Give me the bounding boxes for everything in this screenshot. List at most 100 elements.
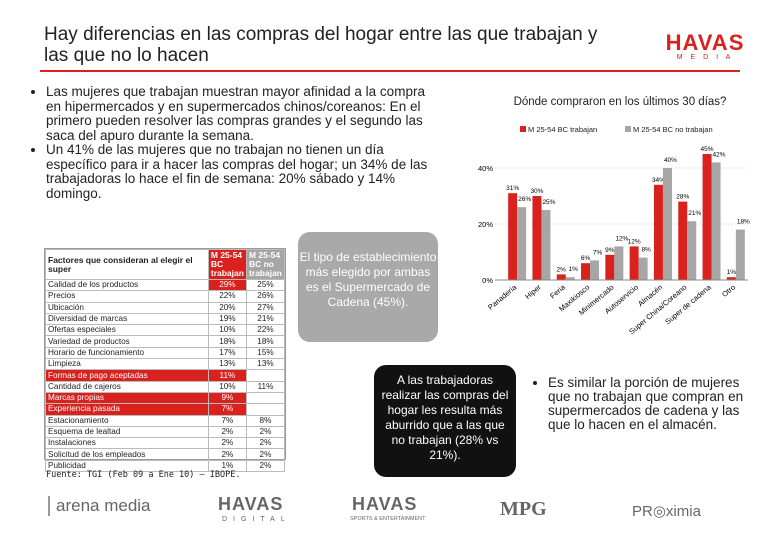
table-cell: 2% — [245, 459, 286, 473]
value-label: 18% — [737, 219, 750, 226]
value-label: 8% — [641, 247, 651, 254]
table-cell: 7% — [207, 403, 247, 416]
bar — [687, 221, 697, 280]
callout: A las trabajadoras realizar las compras … — [374, 365, 516, 477]
table-cell: Precios — [45, 290, 209, 303]
table-cell: 18% — [207, 335, 247, 348]
bar — [541, 210, 551, 280]
header-cell: M 25-54 BC no trabajan — [245, 249, 286, 280]
table-cell: 25% — [245, 278, 286, 292]
bar — [532, 196, 542, 280]
footer-logo: DIGITAL — [222, 516, 291, 523]
value-label: 42% — [713, 151, 726, 158]
value-label: 7% — [593, 249, 603, 256]
table-row: Cantidad de cajeros 10% 11% — [45, 380, 286, 393]
table-cell: 8% — [245, 369, 286, 382]
table-cell: 11% — [207, 369, 247, 382]
footer-logo: arena media — [48, 496, 151, 516]
header-cell: Factores que consideran al elegir el sup… — [45, 249, 209, 280]
table-cell: 27% — [245, 301, 286, 314]
table-cell: Esquema de lealtad — [45, 425, 209, 439]
bar — [517, 207, 527, 280]
bar — [565, 277, 575, 280]
x-tick-label: Feria — [548, 282, 568, 300]
bullet: Las mujeres que trabajan muestran mayor … — [46, 84, 428, 143]
factors-table: Factores que consideran al elegir el sup… — [44, 248, 286, 473]
table-cell: 15% — [245, 346, 286, 360]
table-cell: 2% — [245, 425, 286, 439]
table-cell: 10% — [207, 380, 247, 393]
table-cell: Ubicación — [45, 301, 209, 314]
table: Factores que consideran al elegir el sup… — [45, 249, 286, 473]
bar — [638, 257, 648, 280]
bar — [735, 229, 745, 280]
y-tick-label: 0% — [482, 276, 493, 285]
bar — [678, 201, 688, 280]
value-label: 2% — [557, 266, 567, 273]
table-cell: 9% — [207, 391, 247, 405]
callout: El tipo de establecimiento más elegido p… — [298, 232, 438, 342]
chart-title: Dónde compraron en los últimos 30 días? — [514, 96, 727, 108]
footer-logo: MPG — [500, 498, 547, 520]
bar — [629, 246, 639, 280]
source: Fuente: TGI (Feb 09 a Ene 10) – IBOPE. — [46, 470, 241, 480]
table-cell: 19% — [207, 312, 247, 326]
value-label: 40% — [664, 157, 677, 164]
legend-swatch — [625, 126, 631, 132]
value-label: 21% — [688, 210, 701, 217]
bar — [581, 263, 591, 280]
table-cell: 2% — [207, 448, 247, 461]
value-label: 26% — [518, 196, 531, 203]
table-cell: Formas de pago aceptadas — [45, 369, 209, 382]
footer-logo: SPORTS & ENTERTAINMENT — [350, 516, 426, 522]
slide-title: Hay diferencias en las compras del hogar… — [44, 24, 598, 66]
table-cell: 22% — [207, 290, 247, 303]
table-row: Formas de pago aceptadas 11% 8% — [45, 369, 286, 382]
footer-logo: PR◎ximia — [632, 503, 701, 520]
table-cell: 2% — [245, 448, 286, 461]
bar — [726, 277, 736, 280]
legend-label: M 25-54 BC no trabajan — [633, 125, 713, 134]
value-label: 1% — [569, 266, 579, 273]
table-cell: 5% — [245, 403, 286, 416]
value-label: 28% — [676, 194, 689, 201]
table-row: Diversidad de marcas 19% 21% — [45, 312, 286, 326]
value-label: 6% — [581, 255, 591, 262]
x-tick-label: Otro — [720, 283, 737, 299]
bar — [508, 193, 518, 280]
table-cell: Marcas propias — [45, 391, 209, 405]
title-rule — [40, 70, 740, 72]
header-row: Factores que consideran al elegir el sup… — [45, 249, 286, 280]
value-label: 12% — [615, 235, 628, 242]
table-cell: 2% — [207, 437, 247, 450]
table-cell: 13% — [207, 358, 247, 371]
table-row: Solicitud de los empleados 2% 2% — [45, 448, 286, 461]
table-row: Calidad de los productos 29% 25% — [45, 278, 286, 292]
y-tick-label: 20% — [478, 220, 493, 229]
table-row: Instalaciones 2% 2% — [45, 437, 286, 450]
value-label: 9% — [605, 247, 615, 254]
table-row: Experiencia pasada 7% 5% — [45, 403, 286, 416]
bar — [711, 162, 721, 280]
table-cell: 29% — [207, 278, 247, 292]
table-cell: 26% — [245, 290, 286, 303]
table-cell: 21% — [245, 312, 286, 326]
bar — [662, 168, 672, 280]
table-cell: Horario de funcionamiento — [45, 346, 209, 360]
bar — [556, 274, 566, 280]
header-cell: M 25-54 BC trabajan — [207, 249, 247, 280]
bullet: Un 41% de las mujeres que no trabajan no… — [46, 142, 428, 201]
value-label: 45% — [701, 146, 714, 153]
bar — [653, 184, 663, 280]
value-label: 1% — [727, 269, 737, 276]
footer: arena media HAVAS DIGITAL HAVAS SPORTS &… — [0, 492, 780, 540]
logo-sub: M E D I A — [676, 54, 734, 61]
value-label: 30% — [530, 188, 543, 195]
chart: Dónde compraron en los últimos 30 días? … — [478, 96, 750, 336]
bar — [702, 154, 712, 280]
right-bullet: Es similar la porción de mujeres que no … — [530, 376, 750, 432]
value-label: 31% — [506, 185, 519, 192]
table-cell: Experiencia pasada — [45, 403, 209, 416]
table-cell: 20% — [207, 301, 247, 314]
